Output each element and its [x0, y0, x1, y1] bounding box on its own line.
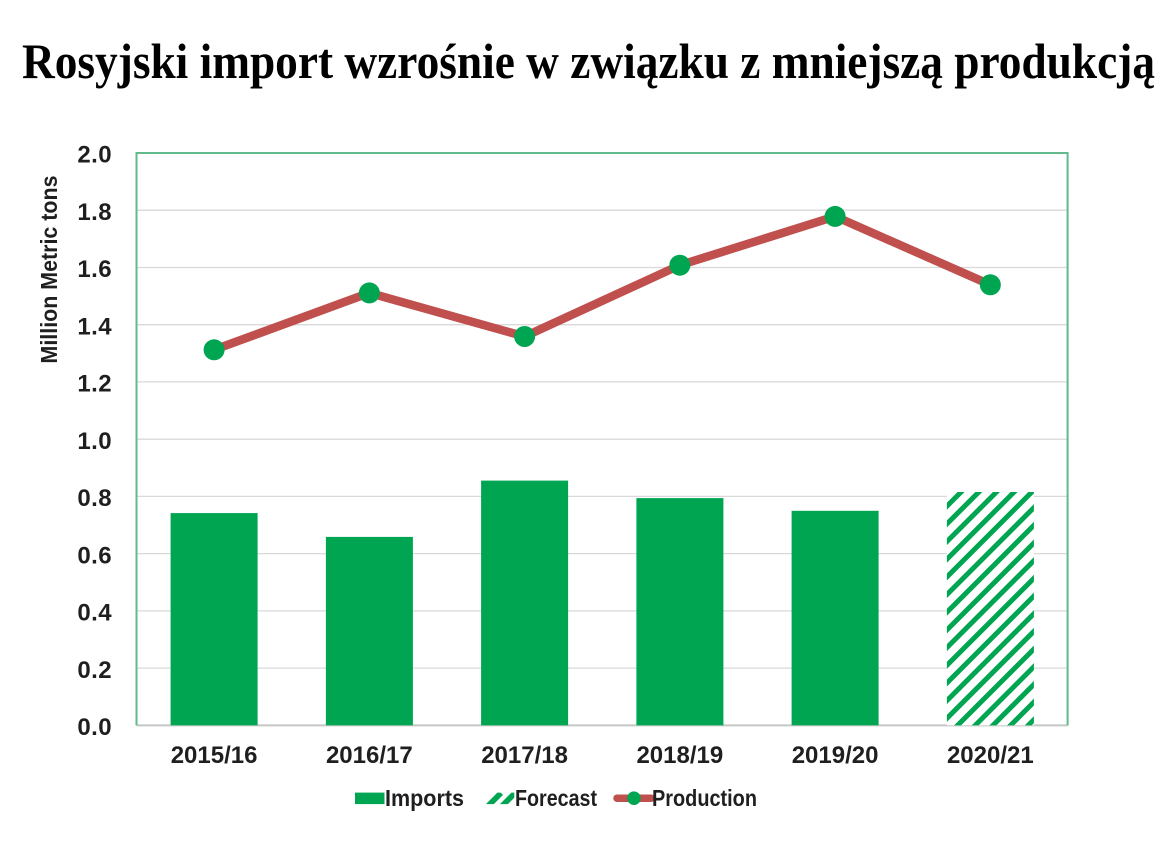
- svg-text:Rosyjski import wzrośnie w zwi: Rosyjski import wzrośnie w związku z mni…: [22, 33, 1155, 89]
- svg-text:2020/21: 2020/21: [947, 742, 1034, 769]
- svg-text:1.2: 1.2: [77, 371, 112, 398]
- svg-text:Imports: Imports: [385, 785, 464, 811]
- svg-text:1.0: 1.0: [77, 428, 112, 455]
- svg-text:2015/16: 2015/16: [171, 742, 258, 769]
- svg-text:0.8: 0.8: [77, 485, 112, 512]
- svg-text:2018/19: 2018/19: [636, 742, 723, 769]
- svg-text:0.4: 0.4: [77, 600, 112, 627]
- svg-text:2019/20: 2019/20: [792, 742, 879, 769]
- svg-text:0.0: 0.0: [77, 714, 112, 741]
- svg-text:1.4: 1.4: [77, 313, 112, 340]
- svg-text:Million Metric tons: Million Metric tons: [36, 176, 62, 364]
- svg-text:2017/18: 2017/18: [481, 742, 568, 769]
- svg-text:1.8: 1.8: [77, 199, 112, 226]
- svg-text:2.0: 2.0: [77, 142, 112, 169]
- svg-text:0.6: 0.6: [77, 542, 112, 569]
- svg-text:0.2: 0.2: [77, 657, 112, 684]
- svg-text:Production: Production: [652, 785, 757, 811]
- svg-text:1.6: 1.6: [77, 256, 112, 283]
- svg-text:2016/17: 2016/17: [326, 742, 413, 769]
- svg-text:Forecast: Forecast: [515, 785, 597, 811]
